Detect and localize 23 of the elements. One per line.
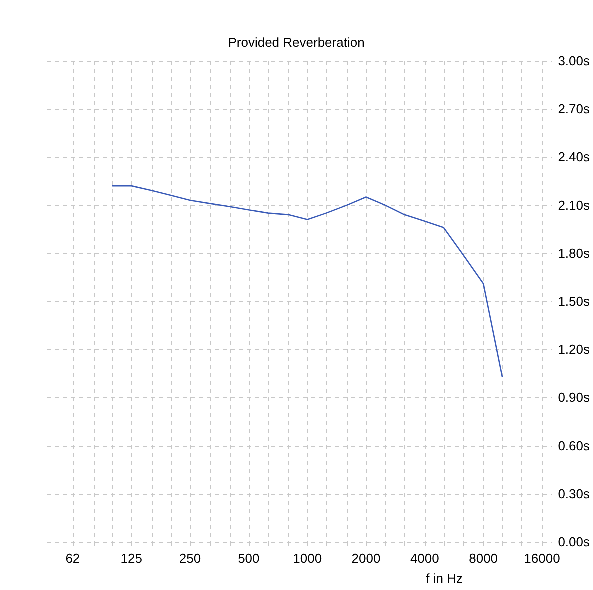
x-tick-label: 16000 xyxy=(524,551,560,566)
x-tick-label: 62 xyxy=(66,551,80,566)
x-axis-title: f in Hz xyxy=(426,571,464,586)
x-tick-label: 500 xyxy=(238,551,260,566)
y-tick-label: 1.80s xyxy=(558,246,590,261)
y-tick-label: 3.00s xyxy=(558,54,590,68)
y-tick-label: 0.00s xyxy=(558,534,590,550)
y-tick-label: 0.60s xyxy=(558,438,590,454)
x-tick-label: 1000 xyxy=(293,551,322,566)
x-tick-label: 250 xyxy=(179,551,202,566)
x-tick-label: 125 xyxy=(120,551,142,566)
chart-title: Provided Reverberation xyxy=(228,35,365,50)
line-series xyxy=(112,185,504,378)
y-tick-label: 0.30s xyxy=(558,486,590,502)
x-tick-label: 4000 xyxy=(410,551,440,566)
y-tick-label: 1.50s xyxy=(558,294,590,309)
y-tick-label: 0.90s xyxy=(558,390,590,406)
x-tick-label: 8000 xyxy=(469,551,498,566)
y-tick-label: 1.20s xyxy=(558,342,590,358)
x-tick-label: 2000 xyxy=(352,551,381,566)
y-tick-label: 2.40s xyxy=(558,150,590,165)
y-tick-label: 2.10s xyxy=(558,198,590,213)
y-tick-label: 2.70s xyxy=(558,102,590,117)
